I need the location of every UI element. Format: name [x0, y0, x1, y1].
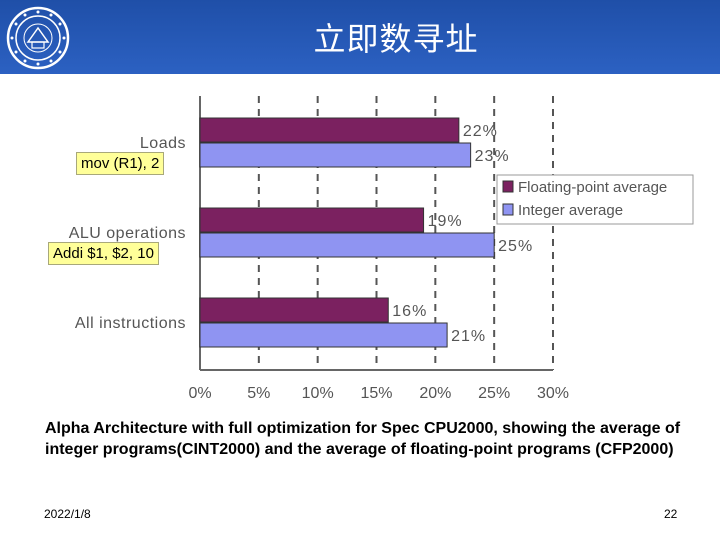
- page-number: 22: [664, 507, 678, 521]
- legend-swatch: [502, 180, 514, 193]
- slide-title: 立即数寻址: [313, 20, 479, 58]
- footer-date: 2022/1/8: [44, 507, 91, 521]
- data-label: 21%: [451, 328, 486, 345]
- legend-label: Floating-point average: [518, 179, 667, 196]
- category-label: ALU operations: [69, 225, 186, 242]
- x-tick-label: 5%: [247, 385, 270, 402]
- x-tick-label: 15%: [360, 385, 392, 402]
- university-logo-icon: [6, 6, 70, 70]
- bar: [199, 117, 460, 143]
- bar: [199, 322, 448, 348]
- legend-label: Integer average: [518, 202, 623, 219]
- data-label: 23%: [475, 148, 510, 165]
- slide-caption: Alpha Architecture with full optimizatio…: [45, 420, 681, 458]
- x-tick-label: 20%: [419, 385, 451, 402]
- category-label: All instructions: [75, 315, 186, 332]
- callout-mov: mov (R1), 2: [76, 152, 165, 175]
- legend-box: [496, 174, 694, 225]
- bar: [199, 232, 495, 258]
- data-label: 22%: [463, 123, 498, 140]
- bar: [199, 297, 389, 323]
- legend-swatch: [502, 203, 514, 216]
- slide-header: 立即数寻址: [0, 0, 720, 74]
- x-tick-label: 30%: [537, 385, 569, 402]
- bar: [199, 142, 472, 168]
- bar: [199, 207, 425, 233]
- data-label: 16%: [392, 303, 427, 320]
- x-tick-label: 0%: [188, 385, 211, 402]
- x-tick-label: 10%: [302, 385, 334, 402]
- data-label: 25%: [498, 238, 533, 255]
- category-label: Loads: [140, 135, 186, 152]
- data-label: 19%: [428, 213, 463, 230]
- x-tick-label: 25%: [478, 385, 510, 402]
- callout-addi: Addi $1, $2, 10: [48, 242, 159, 265]
